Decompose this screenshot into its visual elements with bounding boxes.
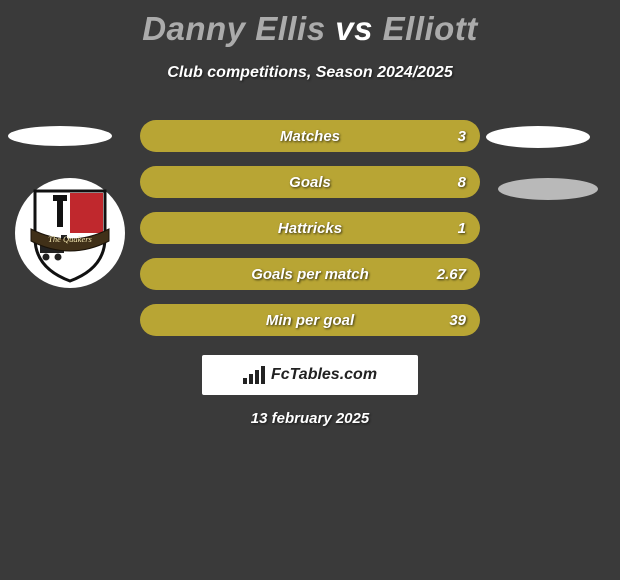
brand-chart-bar (255, 370, 259, 384)
brand-chart-bar (249, 374, 253, 384)
brand-box: FcTables.com (202, 355, 418, 395)
stat-row: Goals per match2.67 (140, 258, 480, 290)
stat-value: 3 (458, 120, 466, 152)
avatar-placeholder-right-1 (486, 126, 590, 148)
stat-value: 8 (458, 166, 466, 198)
brand-chart-bar (261, 366, 265, 384)
brand-chart-bar (243, 378, 247, 384)
avatar-placeholder-right-2 (498, 178, 598, 200)
stat-label: Min per goal (140, 304, 480, 336)
stat-row: Goals8 (140, 166, 480, 198)
stat-label: Goals per match (140, 258, 480, 290)
stat-value: 2.67 (437, 258, 466, 290)
player2-name: Elliott (383, 10, 478, 47)
stat-value: 39 (449, 304, 466, 336)
brand-text: FcTables.com (271, 366, 377, 384)
stat-row: Min per goal39 (140, 304, 480, 336)
comparison-title: Danny Ellis vs Elliott (0, 0, 620, 48)
date-label: 13 february 2025 (0, 410, 620, 427)
stat-row: Hattricks1 (140, 212, 480, 244)
stat-row: Matches3 (140, 120, 480, 152)
club-badge-left: The Quakers (15, 178, 125, 288)
stat-value: 1 (458, 212, 466, 244)
brand-chart-icon (243, 366, 265, 384)
stats-panel: Matches3 Goals8 Hattricks1 Goals per match2… (140, 120, 480, 350)
player1-name: Danny Ellis (142, 10, 325, 47)
shield-icon: The Quakers (25, 183, 115, 283)
stat-label: Hattricks (140, 212, 480, 244)
subtitle: Club competitions, Season 2024/2025 (0, 64, 620, 82)
badge-ribbon-text: The Quakers (48, 234, 92, 244)
vs-separator: vs (335, 10, 373, 47)
stat-label: Goals (140, 166, 480, 198)
stat-label: Matches (140, 120, 480, 152)
avatar-placeholder-left (8, 126, 112, 146)
